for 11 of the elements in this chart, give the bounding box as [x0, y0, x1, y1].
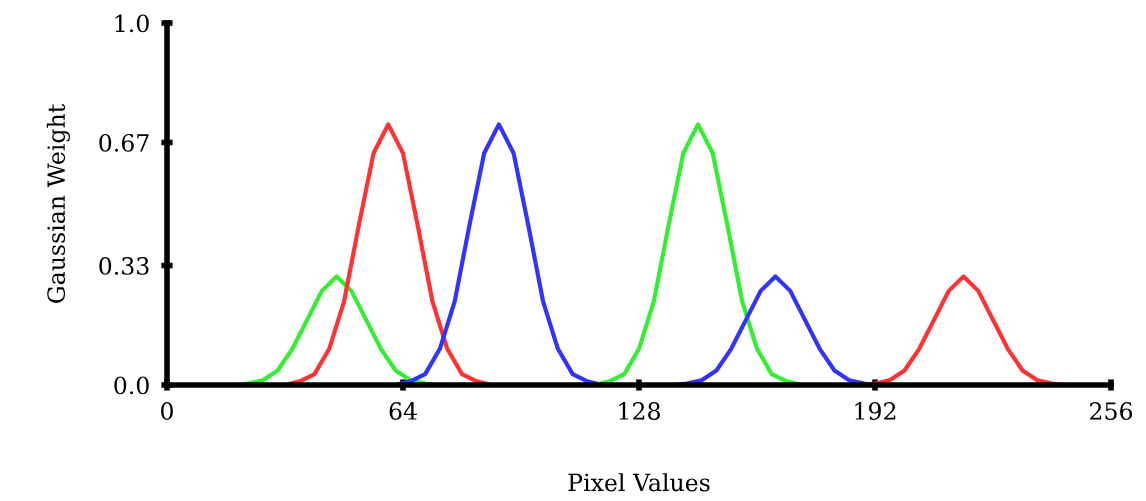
y-tick-label: 0.0 — [114, 376, 149, 395]
y-tick-label: 0.33 — [99, 256, 149, 275]
x-tick-label: 64 — [389, 402, 417, 420]
y-axis-title: Gaussian Weight — [46, 103, 70, 303]
x-tick-label: 0 — [161, 402, 173, 420]
x-tick-label: 128 — [619, 402, 660, 420]
y-tick-label: 1.0 — [115, 14, 149, 33]
x-tick-label: 256 — [1090, 402, 1133, 420]
y-tick-label: 0.67 — [99, 133, 149, 152]
x-tick-label: 192 — [855, 402, 896, 420]
x-axis-title: Pixel Values — [568, 473, 710, 492]
